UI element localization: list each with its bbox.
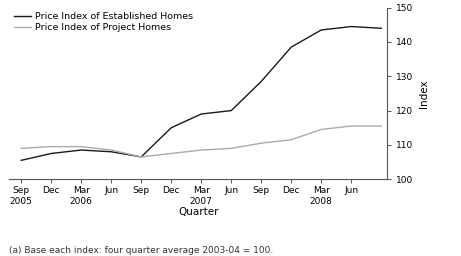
Price Index of Established Homes xyxy=(199,112,204,115)
Price Index of Established Homes xyxy=(138,155,144,158)
Price Index of Project Homes xyxy=(259,142,264,145)
Price Index of Project Homes xyxy=(229,147,234,150)
Price Index of Project Homes xyxy=(78,145,84,148)
Line: Price Index of Established Homes: Price Index of Established Homes xyxy=(21,27,381,160)
Price Index of Established Homes xyxy=(18,159,24,162)
Price Index of Established Homes xyxy=(168,126,174,129)
Price Index of Established Homes xyxy=(349,25,354,28)
Price Index of Established Homes xyxy=(289,46,294,49)
Price Index of Project Homes xyxy=(18,147,24,150)
Price Index of Project Homes xyxy=(168,152,174,155)
Price Index of Project Homes xyxy=(378,124,384,127)
Price Index of Established Homes xyxy=(108,150,114,153)
Price Index of Project Homes xyxy=(138,155,144,158)
Line: Price Index of Project Homes: Price Index of Project Homes xyxy=(21,126,381,157)
Legend: Price Index of Established Homes, Price Index of Project Homes: Price Index of Established Homes, Price … xyxy=(14,12,193,32)
Price Index of Established Homes xyxy=(378,27,384,30)
Price Index of Project Homes xyxy=(199,148,204,152)
Price Index of Project Homes xyxy=(289,138,294,141)
Price Index of Project Homes xyxy=(319,128,324,131)
Price Index of Established Homes xyxy=(78,148,84,152)
Price Index of Project Homes xyxy=(108,148,114,152)
Price Index of Established Homes xyxy=(229,109,234,112)
Price Index of Established Homes xyxy=(259,80,264,83)
Price Index of Established Homes xyxy=(48,152,54,155)
Price Index of Project Homes xyxy=(349,124,354,127)
X-axis label: Quarter: Quarter xyxy=(178,207,219,217)
Text: (a) Base each index: four quarter average 2003-04 = 100.: (a) Base each index: four quarter averag… xyxy=(9,246,273,255)
Price Index of Established Homes xyxy=(319,28,324,31)
Price Index of Project Homes xyxy=(48,145,54,148)
Y-axis label: Index: Index xyxy=(419,79,429,108)
